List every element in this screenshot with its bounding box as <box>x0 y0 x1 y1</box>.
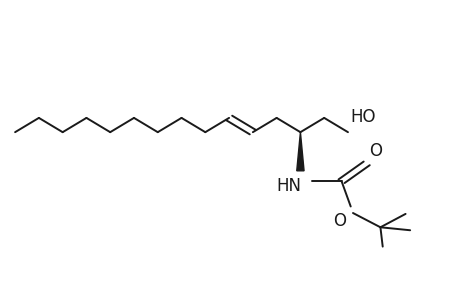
Text: O: O <box>332 212 345 230</box>
Text: HO: HO <box>349 108 375 126</box>
Text: HN: HN <box>276 177 301 195</box>
Text: O: O <box>368 142 381 160</box>
Polygon shape <box>296 132 303 171</box>
